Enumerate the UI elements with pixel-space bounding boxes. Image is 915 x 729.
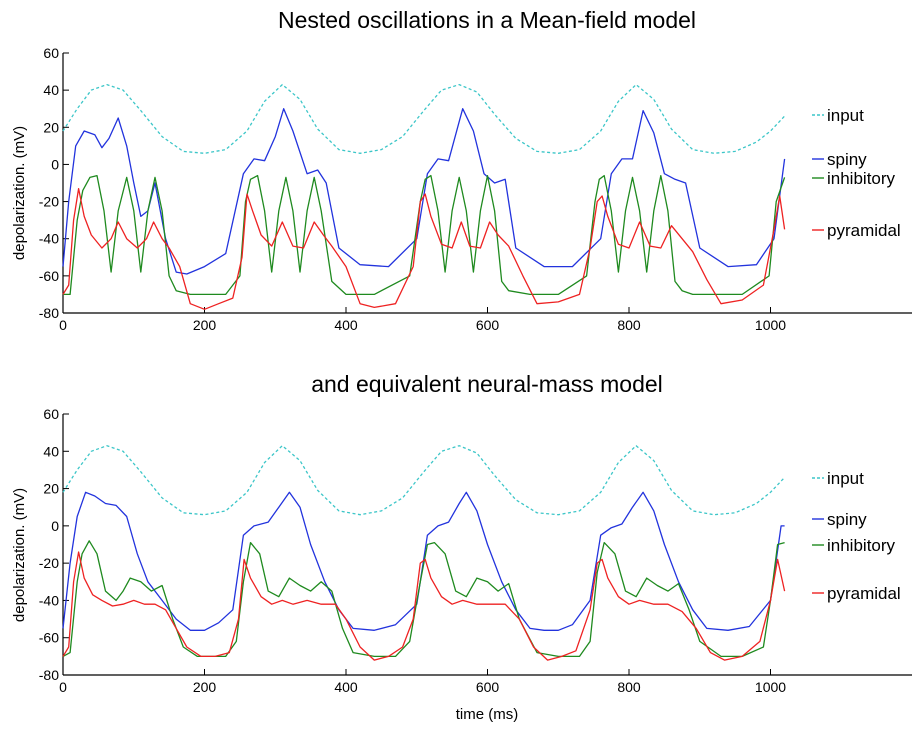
series-group (62, 445, 786, 661)
legend-label-spiny: spiny (827, 150, 867, 169)
x-tick-label: 400 (334, 679, 358, 695)
legend-label-pyramidal: pyramidal (827, 584, 901, 603)
series-line-inhibitory (62, 540, 785, 658)
legend-label-inhibitory: inhibitory (827, 536, 896, 555)
panel-neural-mass: and equivalent neural-mass model depolar… (11, 371, 912, 723)
series-line-spiny (62, 108, 786, 275)
legend-label-input: input (827, 106, 864, 125)
y-tick-label: 40 (43, 82, 59, 98)
legend-label-input: input (827, 469, 864, 488)
x-tick-label: 200 (193, 317, 217, 333)
x-tick-label: 600 (476, 317, 500, 333)
series-line-input (62, 83, 786, 154)
y-tick-label: 20 (43, 481, 59, 497)
chart-title: Nested oscillations in a Mean-field mode… (278, 7, 696, 33)
y-tick-label: -60 (39, 630, 59, 646)
x-tick-label: 0 (59, 317, 67, 333)
series-group (62, 83, 786, 310)
y-tick-label: -20 (39, 194, 59, 210)
panel-mean-field: Nested oscillations in a Mean-field mode… (11, 7, 912, 333)
series-line-pyramidal (62, 187, 786, 310)
y-tick-label: 60 (43, 406, 59, 422)
x-tick-label: 1000 (755, 317, 786, 333)
y-tick-label: 20 (43, 119, 59, 135)
y-tick-label: -80 (39, 667, 59, 683)
y-tick-label: 40 (43, 443, 59, 459)
y-axis-label: depolarization. (mV) (11, 488, 28, 622)
y-tick-label: -80 (39, 305, 59, 321)
x-tick-label: 0 (59, 679, 67, 695)
legend-label-spiny: spiny (827, 510, 867, 529)
x-tick-label: 400 (334, 317, 358, 333)
y-tick-label: -20 (39, 555, 59, 571)
x-tick-label: 800 (617, 679, 641, 695)
y-tick-label: 0 (51, 518, 59, 534)
x-tick-label: 200 (193, 679, 217, 695)
series-line-inhibitory (63, 174, 786, 296)
y-tick-label: 60 (43, 45, 59, 61)
x-tick-label: 800 (617, 317, 641, 333)
legend-label-inhibitory: inhibitory (827, 169, 896, 188)
series-line-input (62, 445, 786, 516)
y-tick-label: 0 (51, 156, 59, 172)
x-tick-label: 600 (476, 679, 500, 695)
legend-label-pyramidal: pyramidal (827, 221, 901, 240)
series-line-pyramidal (62, 551, 786, 661)
y-tick-label: -40 (39, 592, 59, 608)
x-axis-label: time (ms) (456, 706, 519, 723)
chart-title: and equivalent neural-mass model (311, 371, 663, 397)
y-tick-label: -40 (39, 231, 59, 247)
x-tick-label: 1000 (755, 679, 786, 695)
y-tick-label: -60 (39, 268, 59, 284)
y-axis-label: depolarization. (mV) (11, 126, 28, 260)
legend: input spiny inhibitory pyramidal (812, 469, 901, 603)
